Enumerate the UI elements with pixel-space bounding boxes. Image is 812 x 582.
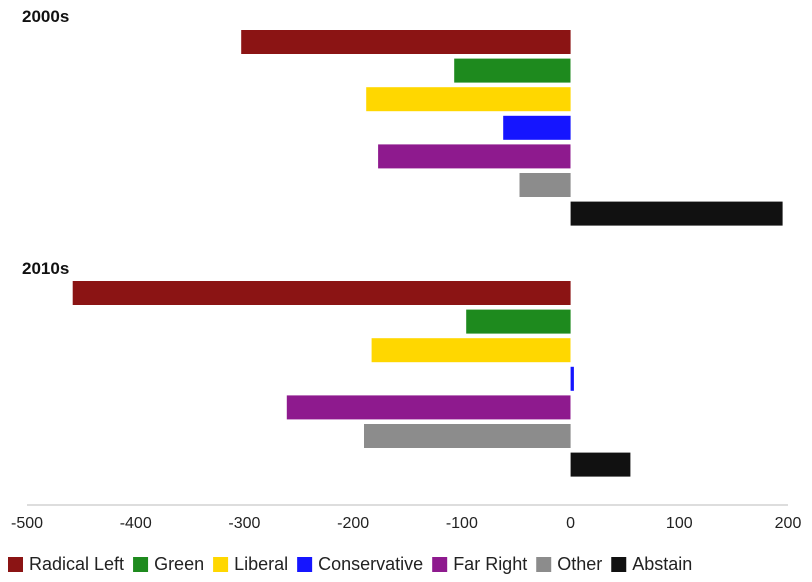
x-tick-label: 100 [666,515,693,532]
legend: Radical Left Green Liberal Conservative Far … [8,554,692,574]
legend-label-liberal: Liberal [234,554,288,574]
x-tick-label: -200 [337,515,369,532]
legend-swatch-green [133,557,149,572]
bar-green [454,58,571,83]
bar-other [364,424,571,448]
bar-liberal [371,338,571,363]
legend-swatch-abstain [611,557,627,572]
x-tick-label: 0 [566,515,575,532]
x-tick-label: -500 [11,515,43,532]
bar-abstain [570,201,783,226]
panel-title: 2010s [22,259,69,278]
bar-far-right [378,144,571,169]
panel-2000s: 2000s [22,7,783,226]
legend-label-conservative: Conservative [318,554,423,574]
bar-radical-left [72,281,571,305]
bar-conservative [570,366,574,391]
panel-title: 2000s [22,7,69,26]
bar-radical-left [241,30,571,54]
legend-swatch-radical-left [8,557,23,572]
x-tick-label: -400 [120,515,152,532]
legend-swatch-far-right [432,557,448,572]
legend-label-radical-left: Radical Left [29,554,124,574]
legend-label-abstain: Abstain [632,554,692,574]
legend-swatch-liberal [213,557,229,572]
x-tick-label: 200 [775,515,802,532]
legend-swatch-other [536,557,552,572]
bar-liberal [366,87,571,112]
bar-far-right [286,395,571,420]
x-axis-ticks: -500 -400 -300 -200 -100 0 100 200 [11,515,801,532]
bar-conservative [503,115,571,140]
chart-panels: 2000s 2010s [22,7,783,477]
bar-abstain [570,452,631,477]
legend-label-far-right: Far Right [453,554,527,574]
x-tick-label: -100 [446,515,478,532]
bar-other [519,173,571,197]
x-tick-label: -300 [228,515,260,532]
legend-label-green: Green [154,554,204,574]
legend-swatch-conservative [297,557,313,572]
panel-2010s: 2010s [22,259,631,477]
legend-label-other: Other [557,554,602,574]
bar-green [466,309,571,334]
